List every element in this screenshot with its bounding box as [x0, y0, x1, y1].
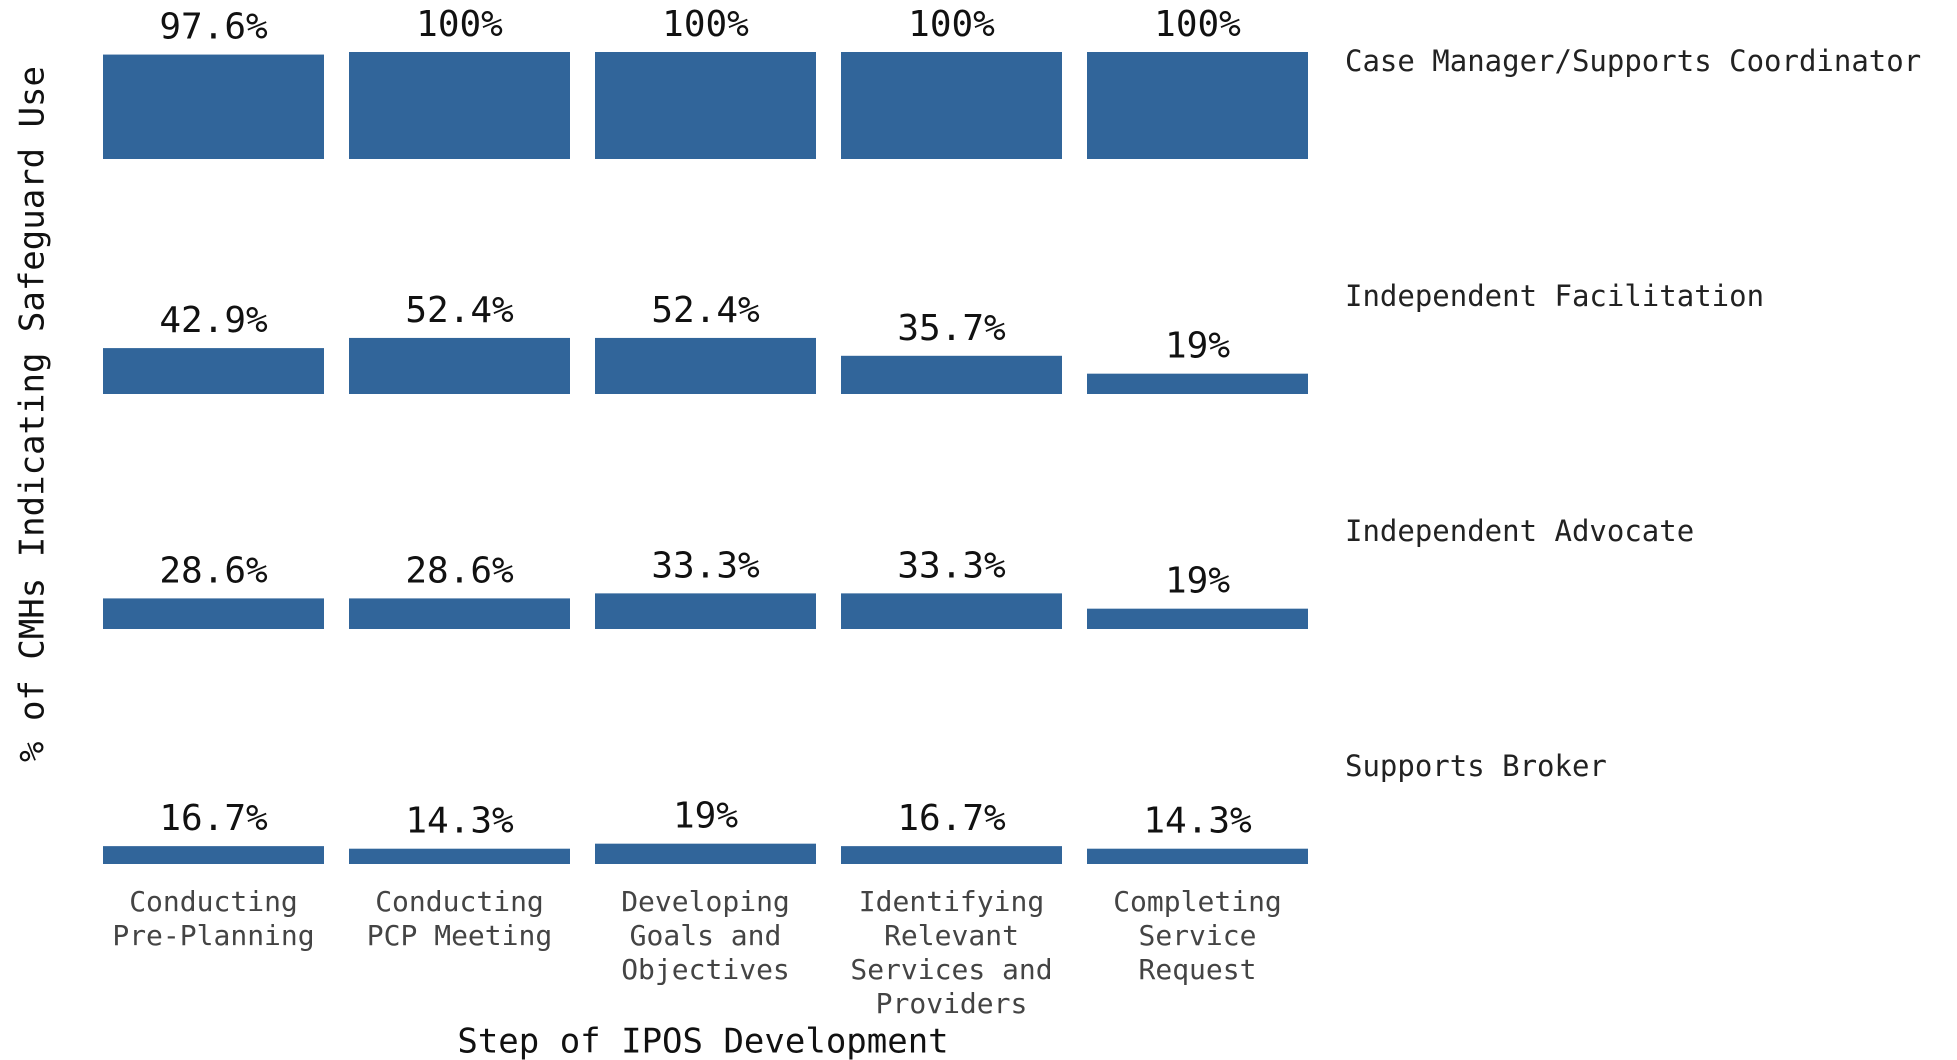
y-axis-label: % of CMHs Indicating Safeguard Use — [13, 66, 53, 762]
bar — [841, 355, 1062, 394]
bar — [349, 337, 570, 394]
data-label: 42.9% — [159, 300, 268, 341]
bar — [595, 337, 816, 394]
x-tick-label: Goals and — [630, 919, 782, 952]
data-label: 28.6% — [159, 550, 268, 591]
bar — [595, 843, 816, 864]
series-label: Independent Facilitation — [1345, 279, 1764, 313]
x-tick-label: Conducting — [375, 885, 544, 918]
data-label: 16.7% — [159, 798, 268, 839]
bar — [595, 52, 816, 159]
data-label: 33.3% — [897, 545, 1006, 586]
data-label: 19% — [1165, 561, 1230, 602]
bar — [103, 846, 324, 864]
data-label: 19% — [673, 796, 738, 837]
x-tick-label: Developing — [621, 885, 790, 918]
series-label: Supports Broker — [1345, 749, 1607, 783]
series-label: Independent Advocate — [1345, 514, 1694, 548]
data-label: 14.3% — [405, 801, 514, 842]
series-label: Case Manager/Supports Coordinator — [1345, 44, 1921, 78]
bar — [841, 593, 1062, 629]
data-label: 52.4% — [651, 290, 760, 331]
bar — [103, 598, 324, 629]
bar — [841, 846, 1062, 864]
data-label: 16.7% — [897, 798, 1006, 839]
bar — [349, 848, 570, 864]
x-tick-label: Objectives — [621, 953, 790, 986]
data-label: 33.3% — [651, 545, 760, 586]
x-axis-label: Step of IPOS Development — [457, 1022, 948, 1060]
bar — [103, 54, 324, 159]
bar — [1087, 848, 1308, 864]
bar — [1087, 52, 1308, 159]
bar — [595, 593, 816, 629]
x-tick-label: Conducting — [129, 885, 298, 918]
x-tick-label: Completing — [1113, 885, 1282, 918]
x-tick-label: Service — [1138, 919, 1256, 952]
x-tick-label: Request — [1138, 953, 1256, 986]
data-label: 100% — [416, 4, 503, 45]
data-label: 14.3% — [1143, 801, 1252, 842]
data-label: 19% — [1165, 326, 1230, 367]
x-tick-label: Providers — [876, 987, 1028, 1020]
x-tick-label: Relevant — [884, 919, 1019, 952]
bar — [1087, 373, 1308, 394]
data-label: 100% — [662, 4, 749, 45]
bar — [1087, 608, 1308, 629]
data-label: 52.4% — [405, 290, 514, 331]
bar — [349, 52, 570, 159]
x-tick-label: Services and — [850, 953, 1052, 986]
bar — [841, 52, 1062, 159]
data-label: 100% — [908, 4, 995, 45]
data-label: 100% — [1154, 4, 1241, 45]
x-tick-label: Pre-Planning — [112, 919, 314, 952]
x-tick-label: Identifying — [859, 885, 1044, 918]
data-label: 97.6% — [159, 7, 268, 48]
data-label: 35.7% — [897, 308, 1006, 349]
data-label: 28.6% — [405, 550, 514, 591]
x-tick-label: PCP Meeting — [367, 919, 552, 952]
bar — [103, 348, 324, 394]
bar — [349, 598, 570, 629]
